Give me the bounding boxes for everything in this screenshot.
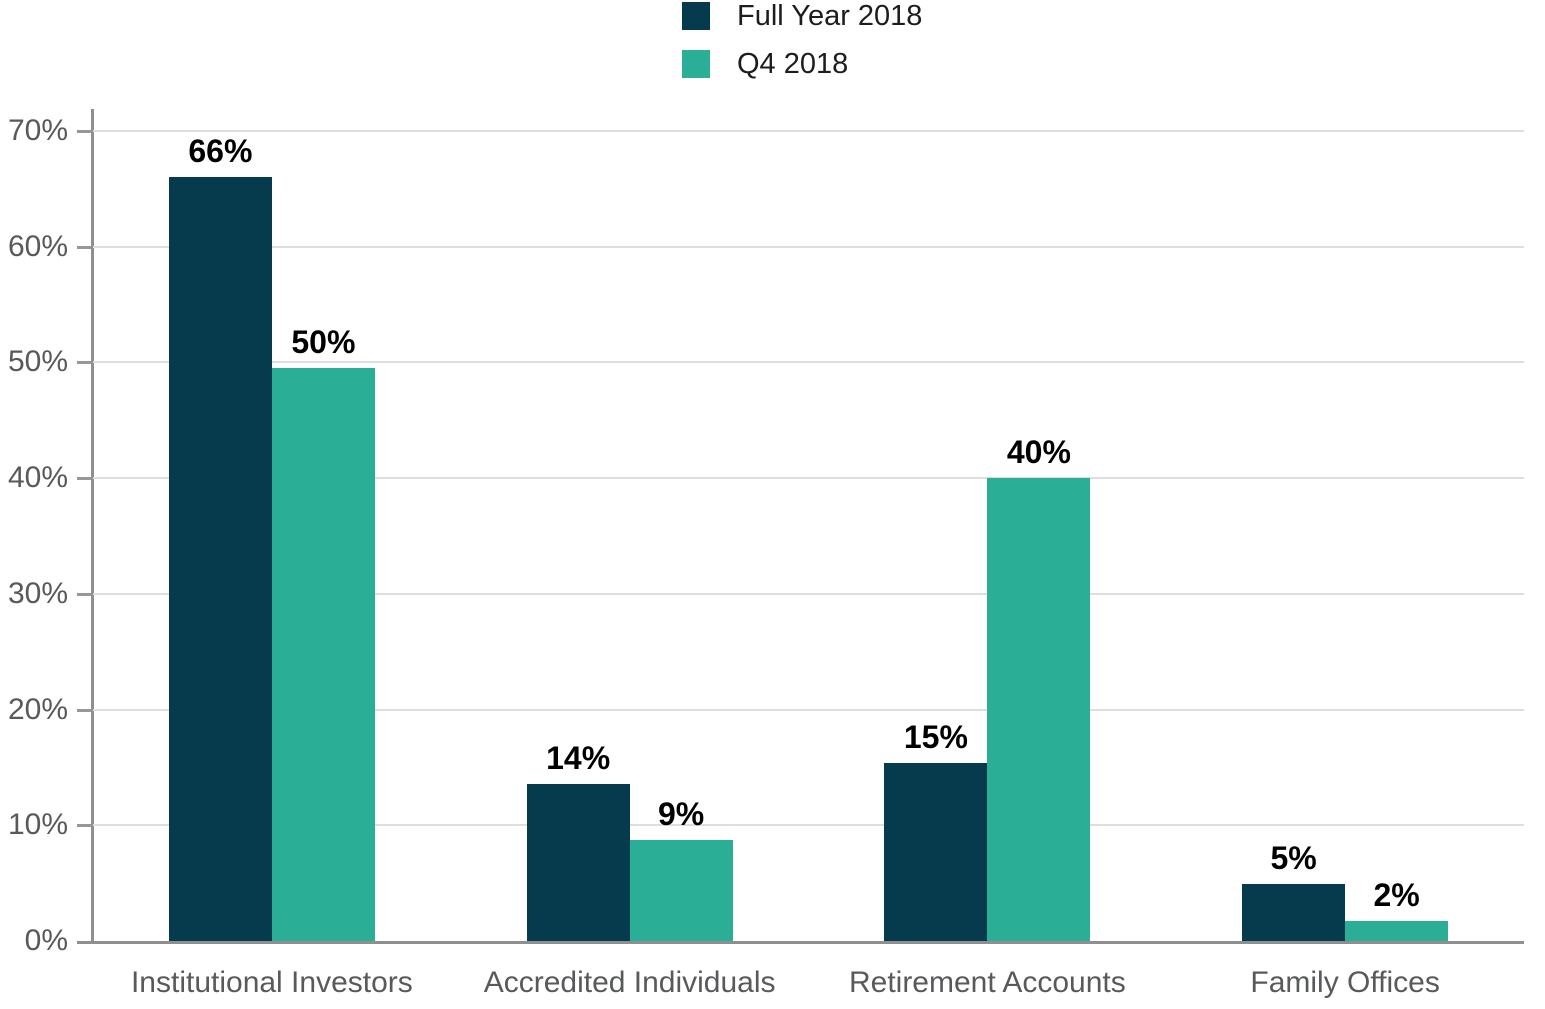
- y-axis-line: [91, 109, 94, 944]
- legend-item-q4-2018: Q4 2018: [682, 47, 922, 80]
- y-tick-label-20: 20%: [7, 692, 68, 726]
- gridline-50: [93, 361, 1524, 364]
- bar-full-year-2018-retirement-accounts: [884, 762, 988, 941]
- bar-q4-2018-institutional-investors: [271, 368, 375, 941]
- y-tick-label-0: 0%: [24, 924, 68, 957]
- y-tick-30: [77, 592, 91, 596]
- x-axis-label-retirement-accounts: Retirement Accounts: [848, 966, 1126, 999]
- y-tick-60: [77, 245, 91, 249]
- y-tick-10: [77, 824, 91, 828]
- bar-value-label: 50%: [291, 324, 356, 361]
- y-tick-70: [77, 130, 91, 133]
- x-axis-label-family-offices: Family Offices: [1250, 966, 1440, 999]
- x-axis-label-accredited-individuals: Accredited Individuals: [483, 966, 776, 999]
- bar-q4-2018-accredited-individuals: [629, 840, 733, 941]
- y-tick-20: [77, 708, 91, 712]
- gridline-10: [93, 824, 1524, 827]
- x-axis-line: [77, 941, 1524, 944]
- gridline-20: [93, 708, 1524, 711]
- gridline-40: [93, 477, 1524, 480]
- gridline-60: [93, 245, 1524, 248]
- y-tick-40: [77, 477, 91, 481]
- y-tick-label-70: 70%: [7, 114, 68, 147]
- bar-value-label: 5%: [1270, 840, 1317, 877]
- bar-q4-2018-family-offices: [1345, 921, 1449, 941]
- legend-swatch-q4-2018-icon: [682, 50, 710, 78]
- y-tick-label-60: 60%: [7, 229, 68, 263]
- y-tick-label-30: 30%: [7, 576, 68, 610]
- gridline-70: [93, 130, 1524, 132]
- bar-full-year-2018-accredited-individuals: [526, 783, 630, 941]
- legend-item-full-year-2018: Full Year 2018: [682, 0, 923, 32]
- plot-area: 66% 50% 14% 9% 15% 40% 5% 2%: [93, 130, 1524, 941]
- y-tick-label-10: 10%: [7, 808, 68, 842]
- bar-value-label: 40%: [1006, 434, 1071, 471]
- bar-full-year-2018-institutional-investors: [168, 177, 272, 941]
- bar-full-year-2018-family-offices: [1242, 884, 1346, 941]
- bar-value-label: 9%: [658, 796, 705, 833]
- legend-label-full-year-2018: Full Year 2018: [737, 0, 923, 32]
- x-axis-label-institutional-investors: Institutional Investors: [130, 966, 413, 999]
- y-tick-label-50: 50%: [7, 345, 68, 379]
- chart-legend: Full Year 2018 Q4 2018: [682, 0, 923, 98]
- legend-label-q4-2018: Q4 2018: [737, 47, 849, 80]
- y-tick-50: [77, 361, 91, 365]
- y-tick-label-40: 40%: [7, 461, 68, 495]
- legend-swatch-full-year-2018-icon: [682, 2, 710, 30]
- bar-value-label: 66%: [188, 133, 253, 170]
- gridline-30: [93, 592, 1524, 595]
- bar-value-label: 2%: [1373, 877, 1420, 914]
- bar-value-label: 14%: [546, 739, 611, 776]
- bar-q4-2018-retirement-accounts: [987, 478, 1091, 941]
- bar-value-label: 15%: [903, 718, 968, 755]
